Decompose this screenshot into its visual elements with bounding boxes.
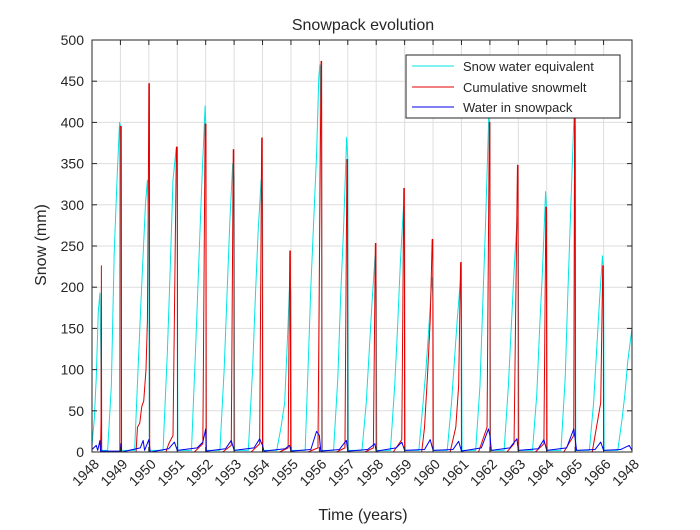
y-tick-label: 200 <box>61 279 85 295</box>
series-line-snow-water-equivalent <box>91 64 633 451</box>
y-tick-label: 150 <box>61 320 85 336</box>
legend-label-water-in-snowpack: Water in snowpack <box>463 100 573 115</box>
y-tick-label: 250 <box>61 238 85 254</box>
legend-label-cumulative-snowmelt: Cumulative snowmelt <box>463 80 587 95</box>
series-layer <box>91 60 633 453</box>
y-tick-label: 400 <box>61 114 85 130</box>
series-line-water-in-snowpack <box>91 428 633 453</box>
y-tick-label: 500 <box>61 32 85 48</box>
chart-title: Snowpack evolution <box>292 17 434 34</box>
y-tick-label: 100 <box>61 362 85 378</box>
legend: Snow water equivalent Cumulative snowmel… <box>405 54 621 119</box>
y-axis-title: Snow (mm) <box>33 204 50 286</box>
series-line-cumulative-snowmelt <box>100 60 605 453</box>
x-axis-title: Time (years) <box>318 507 407 524</box>
y-tick-label: 350 <box>61 156 85 172</box>
legend-label-snow-water-equivalent: Snow water equivalent <box>463 59 594 74</box>
y-tick-label: 450 <box>61 73 85 89</box>
y-tick-label: 50 <box>68 403 84 419</box>
y-tick-label: 300 <box>61 197 85 213</box>
y-tick-label: 0 <box>76 444 84 460</box>
